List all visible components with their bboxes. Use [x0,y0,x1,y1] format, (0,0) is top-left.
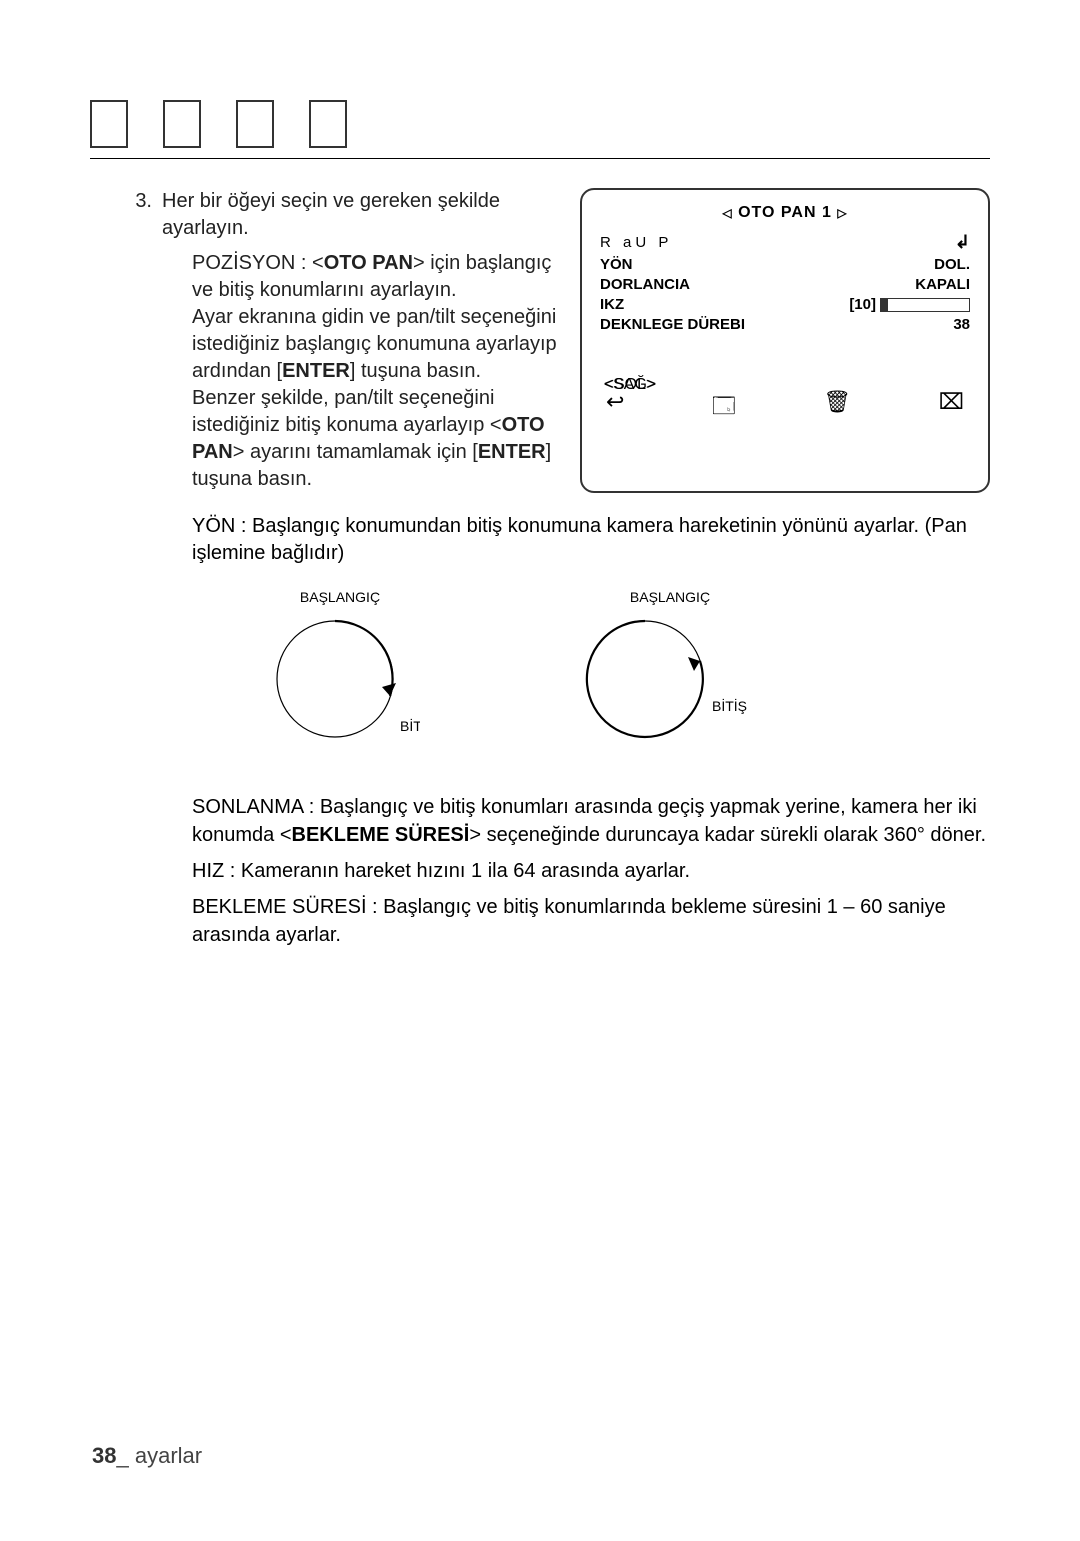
panel-r1l: R aU P [600,234,672,251]
panel-slider: [10] [849,296,970,313]
footer-sep: _ [116,1443,134,1468]
panel-r2r: DOL. [934,256,970,273]
after-p1b: BEKLEME SÜRESİ [292,824,470,846]
after-p1c: > seçeneğinde duruncaya kadar sürekli ol… [469,824,986,846]
circle-left-label: <SOL> [180,376,1080,394]
panel-row-1: R aU P ↲ [600,232,970,253]
direction-diagrams: <SAĞ> BAŞLANGIÇ BİTİŞ <SOL> BAŞLANGIÇ Bİ… [260,589,990,751]
direction-text: YÖN : Başlangıç konumundan bitiş konumun… [192,513,990,567]
step-row: 3. Her bir öğeyi seçin ve gereken şekild… [90,188,990,493]
circle-right-svg: BİTİŞ [260,611,420,751]
close-icon: ⌧ [939,389,964,427]
panel-bottom-icons: ↩ 🗔 🗑 ⌧ [600,389,970,427]
circle-left-start: BAŞLANGIÇ [570,589,770,605]
delete-icon: 🗑 [823,389,851,427]
circle-left-svg: BİTİŞ [570,611,770,751]
save-icon: 🗔 [712,389,736,427]
after-text: SONLANMA : Başlangıç ve bitiş konumları … [192,793,990,949]
main-content: 3. Her bir öğeyi seçin ve gereken şekild… [90,188,990,957]
header-square [236,100,274,148]
footer-section: ayarlar [135,1443,202,1468]
step-number: 3. [90,188,162,215]
enter-arrow-icon: ↲ [955,232,970,253]
pos-block: POZİSYON : <OTO PAN> için başlangıç ve b… [192,250,560,493]
after-p2: HIZ : Kameranın hareket hızını 1 ila 64 … [192,857,990,885]
pos-p3a: Benzer şekilde, pan/tilt seçeneğini iste… [192,387,502,436]
circle-right-end: BİTİŞ [400,717,420,734]
after-p3: BEKLEME SÜRESİ : Başlangıç ve bitiş konu… [192,893,990,949]
pos-bold: OTO PAN [324,252,413,274]
panel-r3r: KAPALI [915,276,970,293]
slider-fill [881,299,888,311]
panel-row-4: IKZ [10] [600,296,970,313]
panel-r4mid: [10] [849,296,876,313]
header-glyph-row [90,100,347,148]
header-square [309,100,347,148]
slider-track [880,298,970,312]
header-rule [90,158,990,159]
panel-r5l: DEKNLEGE DÜREBI [600,316,745,333]
step-line: Her bir öğeyi seçin ve gereken şekilde a… [162,188,560,242]
panel-row-3: DORLANCIA KAPALI [600,276,970,293]
header-square [90,100,128,148]
panel-title-text: OTO PAN 1 [738,204,832,222]
circle-left: <SOL> BAŞLANGIÇ BİTİŞ [570,589,770,751]
circle-right-start: BAŞLANGIÇ [260,589,420,605]
panel-title: ◁ OTO PAN 1 ▷ [600,204,970,222]
header-square [163,100,201,148]
step-text-column: 3. Her bir öğeyi seçin ve gereken şekild… [90,188,560,493]
pos-p3d: ENTER [478,441,546,463]
panel-r2l: YÖN [600,256,633,273]
tri-left-icon: ◁ [722,206,732,220]
panel-r4l: IKZ [600,296,624,313]
panel-row-5: DEKNLEGE DÜREBI 38 [600,316,970,333]
back-icon: ↩ [606,389,624,427]
page-number: 38 [92,1443,116,1468]
tri-right-icon: ▷ [837,206,847,220]
pos-p3c: > ayarını tamamlamak için [ [233,441,478,463]
circle-right: <SAĞ> BAŞLANGIÇ BİTİŞ [260,589,420,751]
circle-left-end: BİTİŞ [712,697,747,714]
panel-r5r: 38 [953,316,970,333]
panel-r3l: DORLANCIA [600,276,690,293]
pos-label: POZİSYON : < [192,252,324,274]
after-p1: SONLANMA : Başlangıç ve bitiş konumları … [192,793,990,849]
panel-row-2: YÖN DOL. [600,256,970,273]
osd-panel: ◁ OTO PAN 1 ▷ R aU P ↲ YÖN DOL. DORLANCI… [580,188,990,493]
page-footer: 38_ ayarlar [92,1443,202,1469]
